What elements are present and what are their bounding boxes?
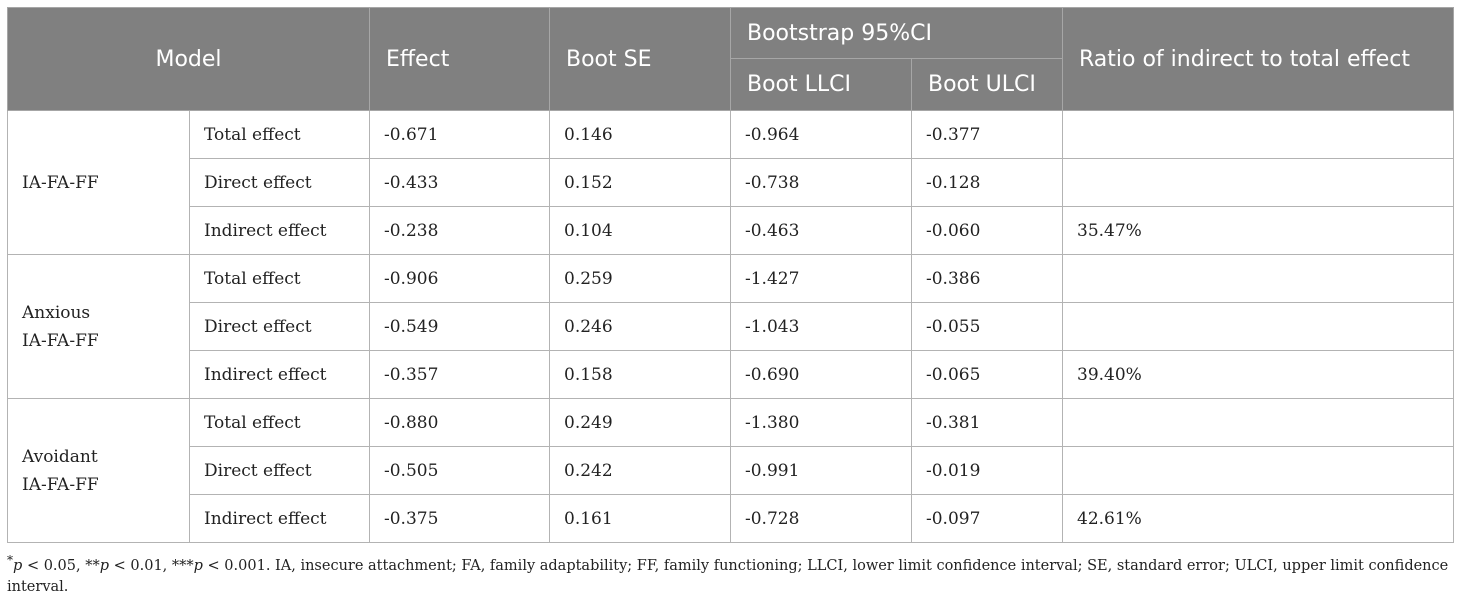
boot-llci-value: -1.043 (730, 302, 912, 351)
boot-se-value: 0.242 (549, 446, 731, 495)
ratio-value (1062, 158, 1454, 207)
boot-se-value: 0.249 (549, 398, 731, 447)
effect-value: -0.238 (369, 206, 550, 255)
ratio-value (1062, 398, 1454, 447)
boot-llci-value: -1.427 (730, 254, 912, 303)
effect-type: Direct effect (189, 446, 370, 495)
results-table-container: Model Effect Boot SE Bootstrap 95%CI Rat… (7, 7, 1454, 543)
effect-type: Total effect (189, 110, 370, 159)
mediation-effects-table: Model Effect Boot SE Bootstrap 95%CI Rat… (7, 7, 1454, 543)
effect-value: -0.671 (369, 110, 550, 159)
model-label-line1: IA-FA-FF (22, 172, 99, 193)
ratio-value: 39.40% (1062, 350, 1454, 399)
table-row: Indirect effect -0.238 0.104 -0.463 -0.0… (8, 206, 1454, 255)
header-effect: Effect (369, 7, 550, 111)
model-label-line2: IA-FA-FF (22, 474, 99, 495)
header-model: Model (7, 7, 370, 111)
table-row: Direct effect -0.549 0.246 -1.043 -0.055 (8, 302, 1454, 351)
effect-value: -0.906 (369, 254, 550, 303)
boot-se-value: 0.104 (549, 206, 731, 255)
model-label-line1: Avoidant (22, 446, 98, 467)
boot-se-value: 0.259 (549, 254, 731, 303)
footnote-star: * (7, 553, 14, 567)
boot-ulci-value: -0.065 (911, 350, 1063, 399)
effect-type: Indirect effect (189, 494, 370, 543)
table-row: Anxious IA-FA-FF Total effect -0.906 0.2… (7, 254, 1454, 399)
boot-ulci-value: -0.377 (911, 110, 1063, 159)
footnote-text-part2: < 0.01, *** (109, 557, 194, 574)
boot-ulci-value: -0.386 (911, 254, 1063, 303)
table-footnote: *p < 0.05, **p < 0.01, ***p < 0.001. IA,… (7, 550, 1453, 598)
effect-type: Total effect (189, 398, 370, 447)
boot-llci-value: -0.738 (730, 158, 912, 207)
ratio-value (1062, 254, 1454, 303)
footnote-text-part1: < 0.05, ** (22, 557, 100, 574)
table-row: Indirect effect -0.375 0.161 -0.728 -0.0… (8, 494, 1454, 543)
ratio-value: 35.47% (1062, 206, 1454, 255)
boot-se-value: 0.246 (549, 302, 731, 351)
boot-llci-value: -0.728 (730, 494, 912, 543)
footnote-p-symbol: p (193, 557, 203, 574)
effect-value: -0.505 (369, 446, 550, 495)
table-row: Direct effect -0.505 0.242 -0.991 -0.019 (8, 446, 1454, 495)
effect-type: Direct effect (189, 158, 370, 207)
model-label-line2: IA-FA-FF (22, 330, 99, 351)
boot-ulci-value: -0.060 (911, 206, 1063, 255)
model-cell: IA-FA-FF (7, 110, 190, 255)
boot-llci-value: -1.380 (730, 398, 912, 447)
boot-ulci-value: -0.097 (911, 494, 1063, 543)
table-row: IA-FA-FF Total effect -0.671 0.146 -0.96… (7, 110, 1454, 255)
table-body: IA-FA-FF Total effect -0.671 0.146 -0.96… (7, 110, 1454, 543)
ratio-value (1062, 302, 1454, 351)
table-row: Indirect effect -0.357 0.158 -0.690 -0.0… (8, 350, 1454, 399)
effect-type: Indirect effect (189, 350, 370, 399)
boot-se-value: 0.146 (549, 110, 731, 159)
boot-ulci-value: -0.019 (911, 446, 1063, 495)
effect-type: Indirect effect (189, 206, 370, 255)
table-row: Direct effect -0.433 0.152 -0.738 -0.128 (8, 158, 1454, 207)
model-cell: Avoidant IA-FA-FF (7, 398, 190, 543)
boot-llci-value: -0.463 (730, 206, 912, 255)
effect-type: Total effect (189, 254, 370, 303)
footnote-p-symbol: p (13, 557, 23, 574)
header-boot-llci: Boot LLCI (730, 58, 912, 111)
footnote-p-symbol: p (99, 557, 110, 574)
ratio-value: 42.61% (1062, 494, 1454, 543)
table-row: Avoidant IA-FA-FF Total effect -0.880 0.… (7, 398, 1454, 543)
boot-llci-value: -0.964 (730, 110, 912, 159)
model-label-line1: Anxious (22, 302, 91, 323)
ratio-value (1062, 446, 1454, 495)
footnote-text-part3: < 0.001. IA, insecure attachment; FA, fa… (7, 557, 1449, 595)
header-boot-ulci: Boot ULCI (911, 58, 1063, 111)
boot-llci-value: -0.991 (730, 446, 912, 495)
effect-type: Direct effect (189, 302, 370, 351)
boot-se-value: 0.161 (549, 494, 731, 543)
effect-value: -0.357 (369, 350, 550, 399)
header-boot-se: Boot SE (549, 7, 731, 111)
effect-value: -0.375 (369, 494, 550, 543)
effect-value: -0.880 (369, 398, 550, 447)
boot-se-value: 0.152 (549, 158, 731, 207)
model-cell: Anxious IA-FA-FF (7, 254, 190, 399)
effect-value: -0.549 (369, 302, 550, 351)
boot-ulci-value: -0.055 (911, 302, 1063, 351)
header-bootstrap-ci: Bootstrap 95%CI (730, 7, 1063, 59)
table-header: Model Effect Boot SE Bootstrap 95%CI Rat… (7, 7, 1454, 111)
boot-ulci-value: -0.128 (911, 158, 1063, 207)
boot-se-value: 0.158 (549, 350, 731, 399)
header-ratio: Ratio of indirect to total effect (1062, 7, 1454, 111)
effect-value: -0.433 (369, 158, 550, 207)
boot-llci-value: -0.690 (730, 350, 912, 399)
boot-ulci-value: -0.381 (911, 398, 1063, 447)
ratio-value (1062, 110, 1454, 159)
